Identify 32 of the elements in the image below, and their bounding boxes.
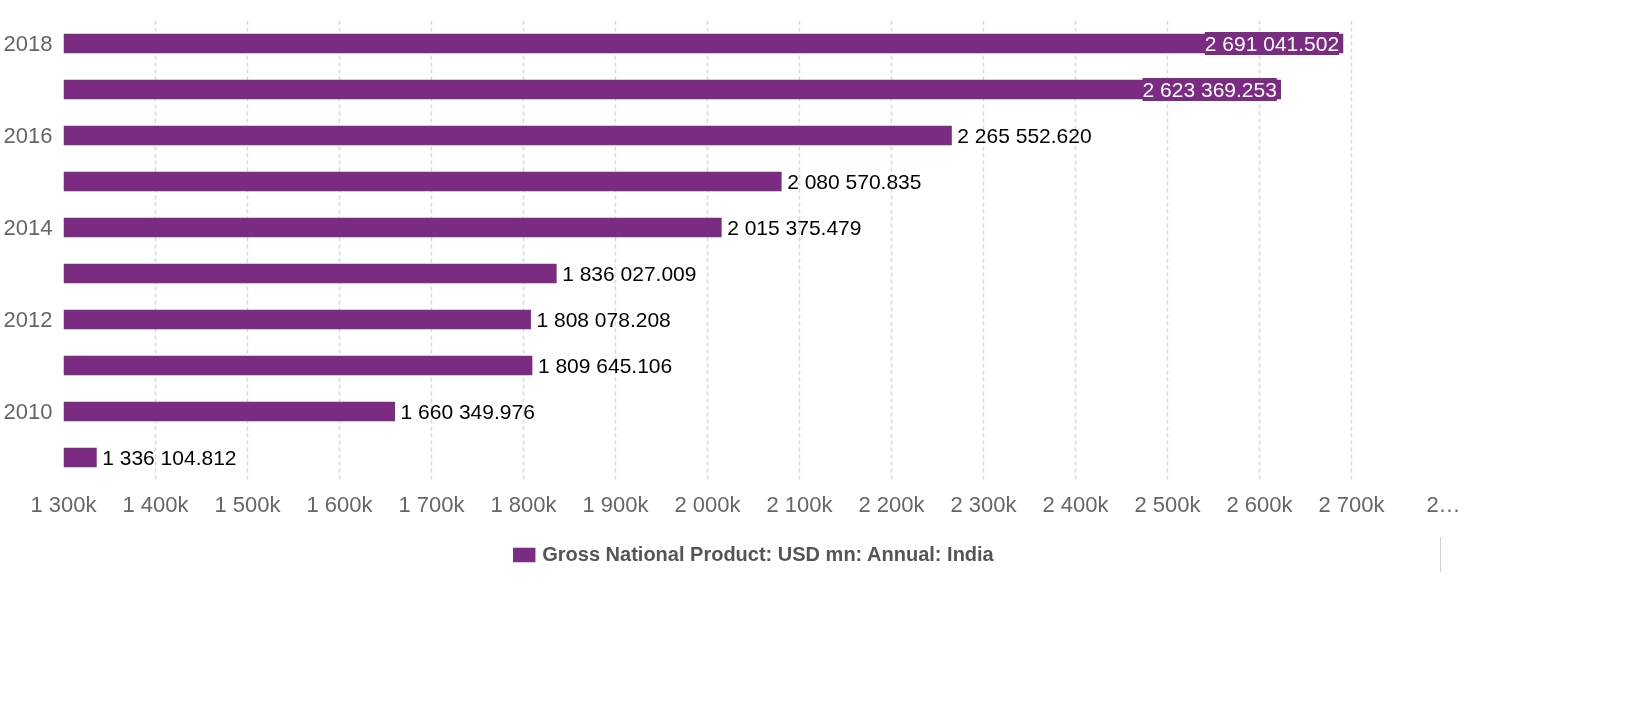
data-label: 1 809 645.106 (537, 354, 673, 377)
data-label: 1 660 349.976 (400, 400, 535, 423)
data-label: 2 265 552.620 (957, 124, 1092, 147)
x-tick-label: 1 500k (214, 491, 282, 517)
x-tick-label: 2 500k (1134, 491, 1202, 517)
x-tick-label: 2… (1426, 491, 1461, 517)
y-tick-label: 2018 (3, 31, 53, 56)
data-label: 1 336 104.812 (102, 446, 237, 469)
data-label: 1 808 078.208 (536, 308, 671, 331)
y-tick-label: 2012 (3, 307, 53, 332)
x-tick-label: 2 200k (858, 491, 926, 517)
x-tick-label: 2 400k (1042, 491, 1110, 517)
x-tick-label: 1 300k (30, 491, 98, 517)
x-tick-label: 2 700k (1318, 491, 1386, 517)
y-tick-label: 2010 (3, 399, 53, 424)
y-tick-label: 2016 (3, 123, 53, 148)
x-tick-label: 1 700k (398, 491, 466, 517)
x-tick-label: 1 900k (582, 491, 650, 517)
x-tick-label: 1 600k (306, 491, 374, 517)
x-tick-label: 2 300k (950, 491, 1018, 517)
y-tick-label: 2014 (3, 215, 53, 240)
x-tick-label: 1 800k (490, 491, 558, 517)
x-tick-label: 2 100k (766, 491, 834, 517)
legend-label: Gross National Product: USD mn: Annual: India (542, 542, 994, 566)
data-label: 2 015 375.479 (727, 216, 862, 239)
data-label: 1 836 027.009 (562, 262, 697, 285)
data-label: 2 623 369.253 (1142, 78, 1277, 101)
data-label: 2 691 041.502 (1204, 32, 1340, 55)
x-tick-label: 1 400k (122, 491, 190, 517)
data-label: 2 080 570.835 (787, 170, 922, 193)
x-tick-label: 2 600k (1226, 491, 1294, 517)
x-tick-label: 2 000k (674, 491, 742, 517)
